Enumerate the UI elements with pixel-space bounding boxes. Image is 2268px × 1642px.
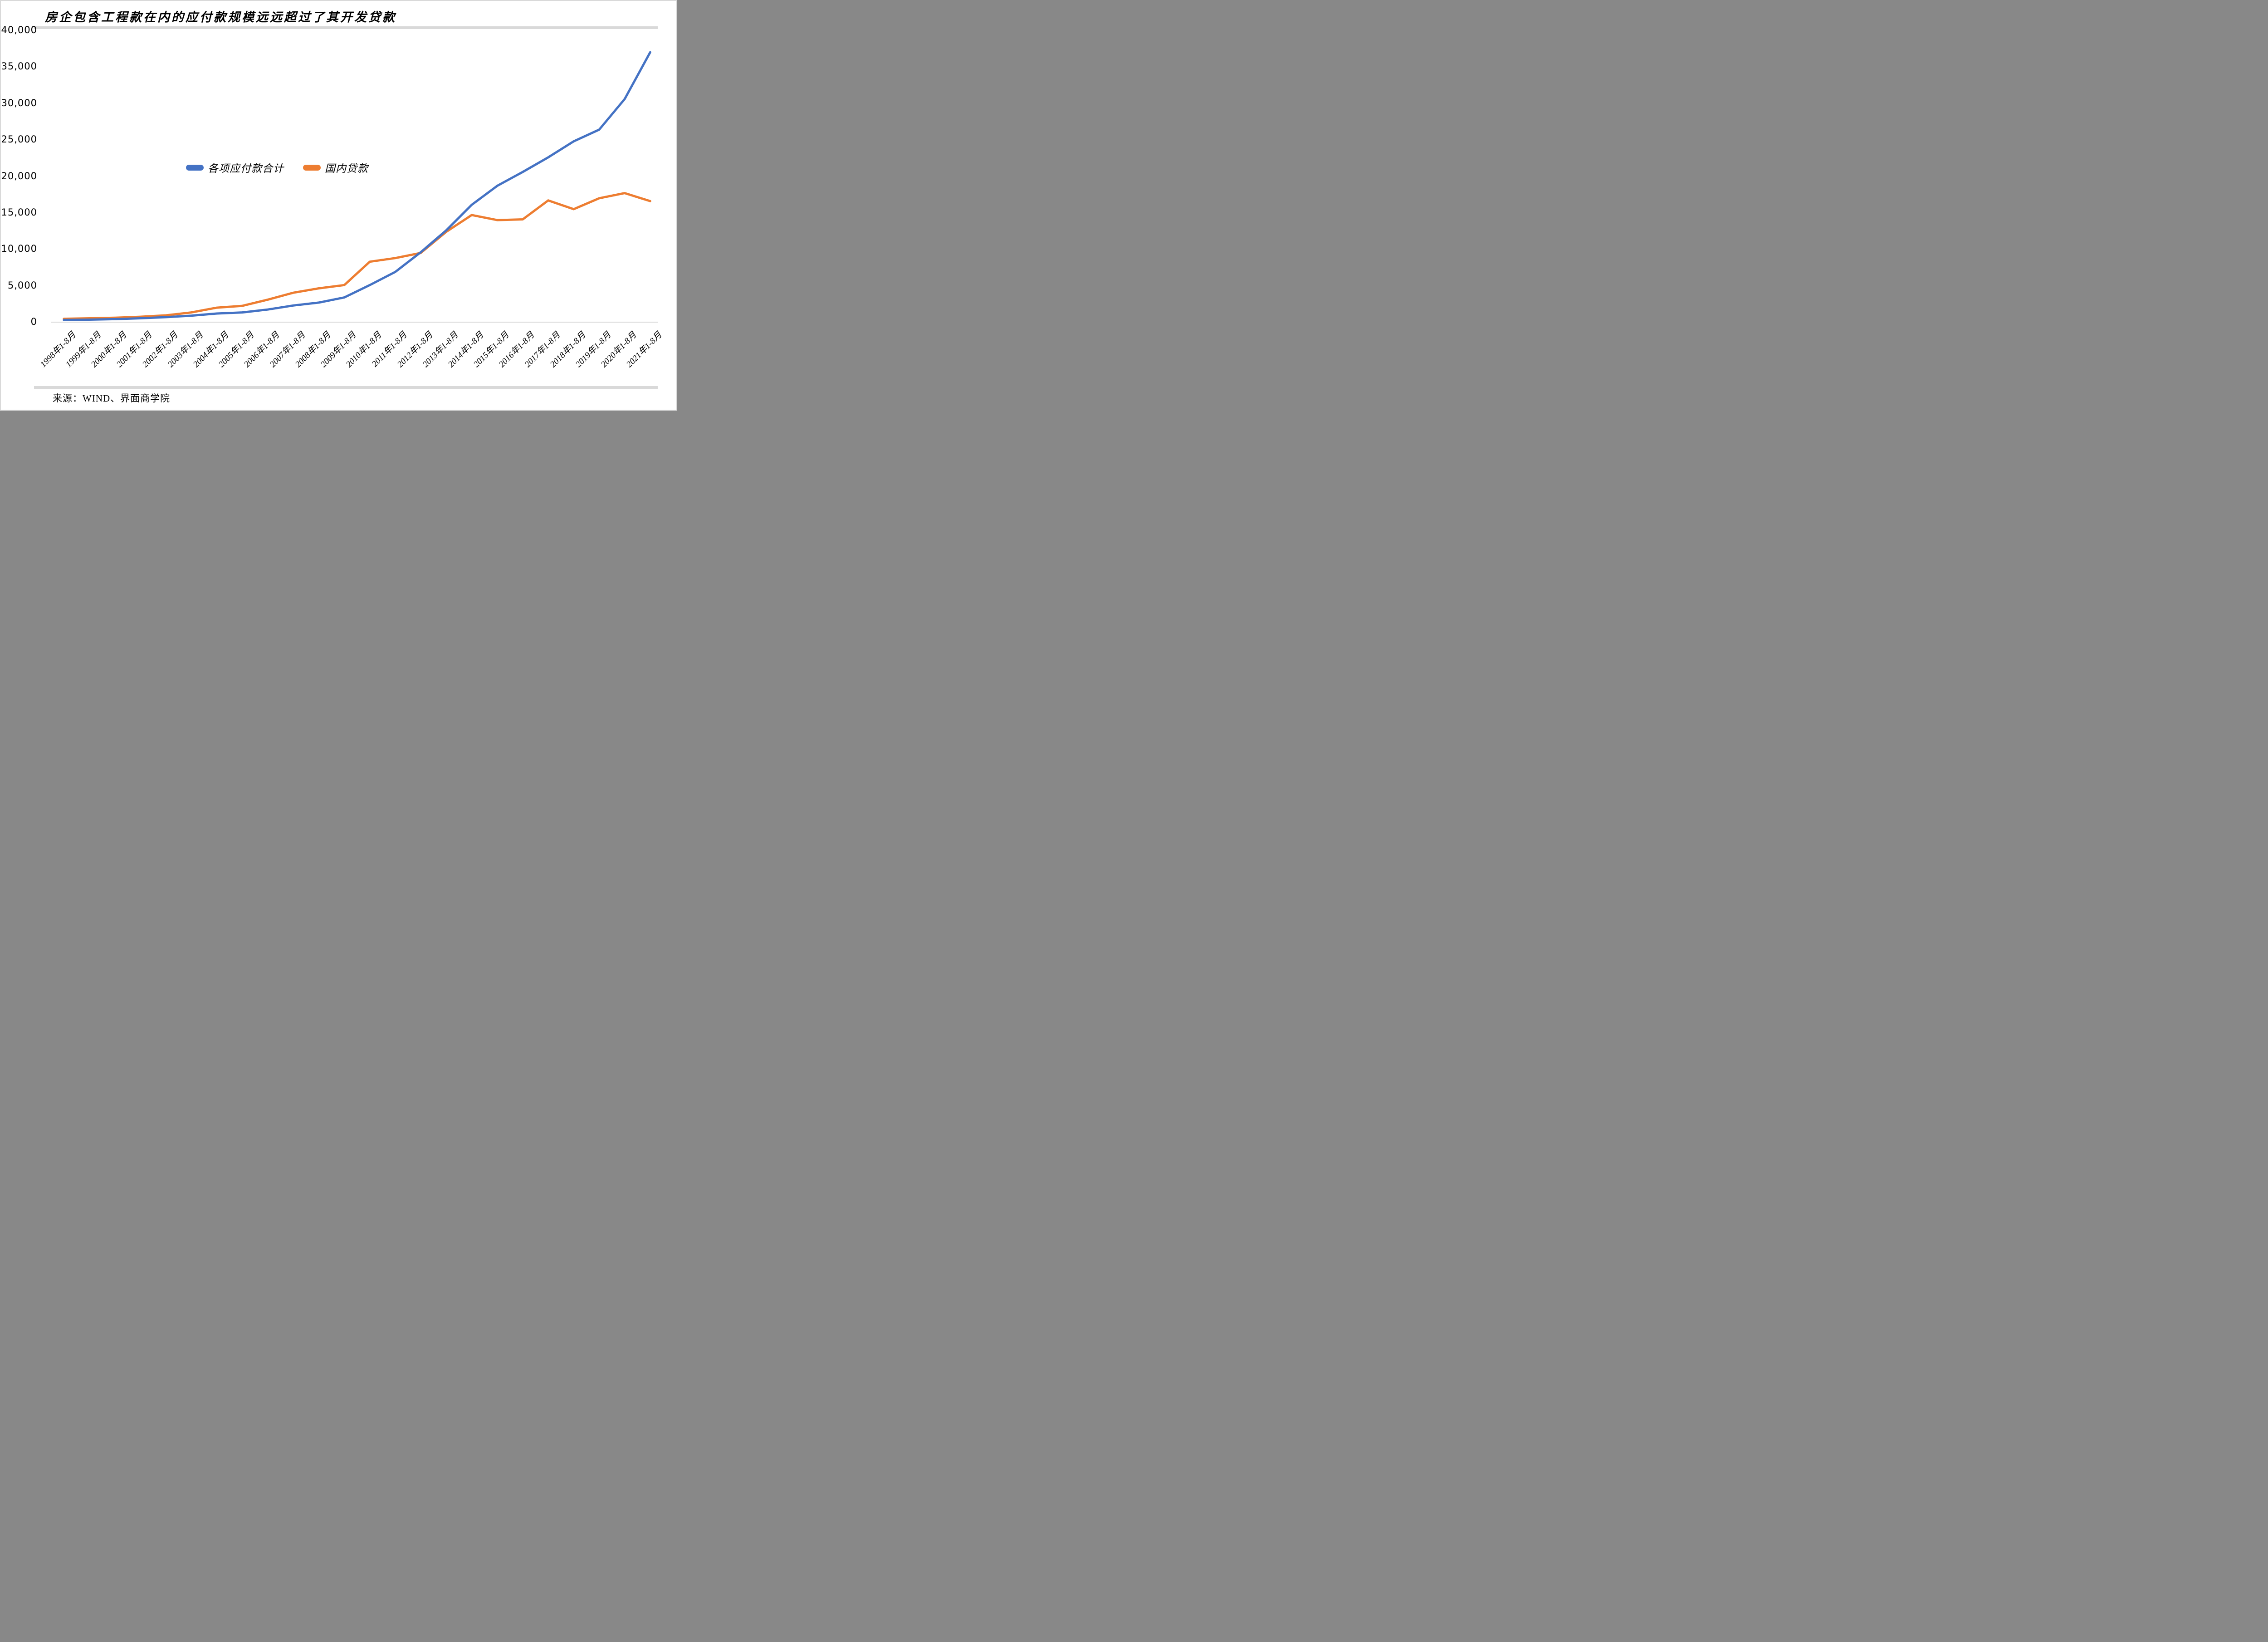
y-tick-label: 40,000 (1, 25, 37, 35)
y-tick-label: 20,000 (1, 170, 37, 181)
chart-page: 房企包含工程款在内的应付款规模远远超过了其开发贷款 0 5,000 10,000 15… (0, 0, 677, 411)
plot-top-border-bar (34, 26, 658, 29)
chart-title: 房企包含工程款在内的应付款规模远远超过了其开发贷款 (45, 10, 396, 24)
line-series-plot (63, 51, 651, 321)
y-tick-label: 5,000 (7, 279, 37, 291)
legend-swatch-payables (186, 164, 204, 171)
legend-swatch-loans (303, 164, 321, 171)
source-caption: 来源：WIND、界面商学院 (53, 393, 171, 404)
series-line-payables (63, 51, 651, 321)
y-tick-label: 15,000 (1, 207, 37, 218)
chart-legend: 各项应付款合计 国内贷款 (186, 160, 368, 175)
legend-label-payables: 各项应付款合计 (208, 163, 284, 174)
legend-label-loans: 国内贷款 (325, 163, 368, 174)
y-tick-label: 10,000 (1, 243, 37, 255)
y-tick-label: 30,000 (1, 97, 37, 108)
plot-bottom-border-bar (34, 386, 658, 389)
series-line-loans (63, 192, 651, 320)
y-tick-label: 35,000 (1, 61, 37, 72)
y-tick-label: 0 (30, 316, 37, 328)
y-tick-label: 25,000 (1, 134, 37, 145)
x-axis-baseline (51, 322, 658, 323)
